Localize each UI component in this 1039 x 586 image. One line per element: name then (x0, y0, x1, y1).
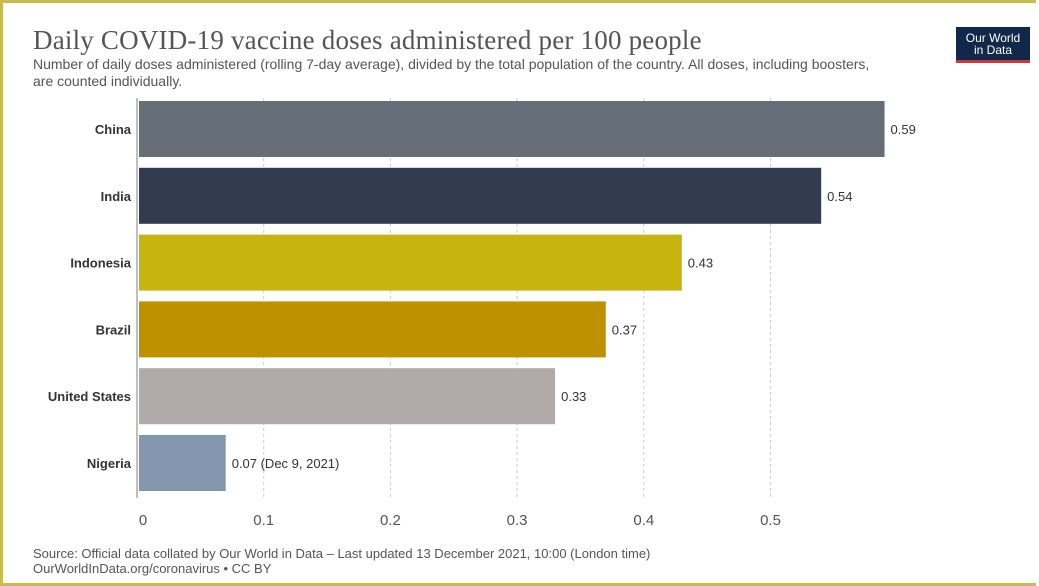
value-label: 0.37 (612, 322, 637, 337)
source-link[interactable]: OurWorldInData.org/coronavirus • CC BY (33, 561, 272, 576)
chart-title: Daily COVID-19 vaccine doses administere… (33, 25, 702, 55)
value-label: 0.33 (561, 389, 586, 404)
category-label: Indonesia (70, 256, 131, 271)
value-label: 0.07 (Dec 9, 2021) (232, 456, 340, 471)
category-label: China (95, 122, 132, 137)
bar (139, 167, 822, 224)
value-label: 0.54 (827, 189, 852, 204)
bar-chart: 0 0.1 0.2 0.3 0.4 0.5 China 0.59 India 0.54 Indone… (48, 98, 916, 529)
bar (139, 301, 606, 358)
bar (139, 368, 556, 425)
source-note: Source: Official data collated by Our Wo… (33, 546, 650, 576)
x-tick-label: 0.5 (760, 512, 781, 529)
bar (139, 101, 885, 157)
x-tick-label: 0.2 (380, 512, 401, 529)
bar (139, 234, 682, 291)
category-label: United States (48, 389, 131, 404)
bar (139, 435, 226, 491)
category-label: Nigeria (87, 456, 132, 471)
logo-line-1: Our World (965, 31, 1021, 45)
chart-subtitle: Number of daily doses administered (roll… (33, 56, 870, 89)
value-label: 0.59 (891, 122, 916, 137)
logo-line-2: in Data (973, 43, 1013, 57)
owid-logo[interactable]: Our World in Data (956, 27, 1030, 63)
x-tick-label: 0.4 (633, 512, 654, 529)
x-tick-label: 0.3 (507, 512, 528, 529)
x-tick-label: 0.1 (253, 512, 274, 529)
source-line-1: Source: Official data collated by Our Wo… (33, 546, 651, 561)
category-label: India (101, 189, 132, 204)
category-label: Brazil (96, 322, 131, 337)
x-tick-label: 0 (139, 512, 147, 529)
value-label: 0.43 (688, 256, 713, 271)
